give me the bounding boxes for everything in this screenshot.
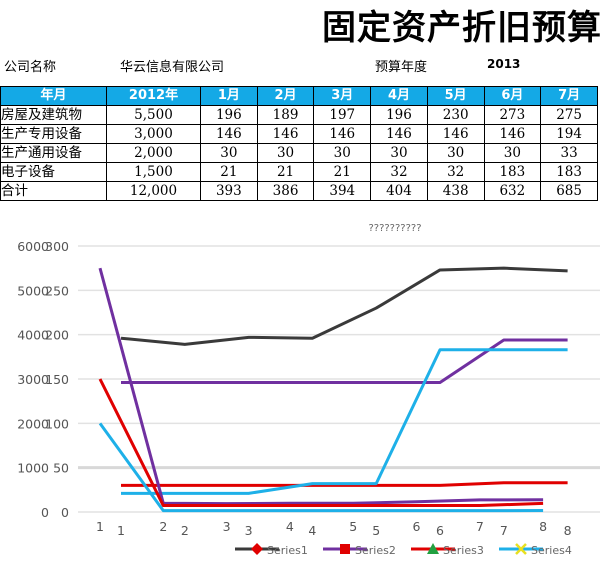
company-value[interactable]: 华云信息有限公司 bbox=[120, 60, 225, 75]
row-label[interactable]: 合计 bbox=[0, 181, 107, 201]
table-cell[interactable]: 21 bbox=[313, 162, 372, 182]
legend-label: Series4 bbox=[531, 544, 572, 557]
secondary-y-tick: 250 bbox=[45, 283, 69, 298]
year-label: 预算年度 bbox=[375, 60, 428, 75]
table-cell[interactable]: 12,000 bbox=[106, 181, 201, 201]
legend-label: Series3 bbox=[443, 544, 484, 557]
secondary-x-tick: 4 bbox=[308, 523, 316, 538]
column-header[interactable]: 4月 bbox=[370, 86, 428, 106]
primary-series-line-3 bbox=[98, 422, 544, 513]
secondary-y-tick: 50 bbox=[53, 461, 69, 476]
triangle-marker-icon bbox=[427, 543, 439, 554]
legend-label: Series1 bbox=[267, 544, 308, 557]
column-header[interactable]: 年月 bbox=[0, 86, 107, 106]
table-cell[interactable]: 21 bbox=[200, 162, 258, 182]
company-label: 公司名称 bbox=[4, 60, 57, 75]
primary-x-tick: 4 bbox=[286, 519, 294, 534]
primary-x-tick: 3 bbox=[223, 519, 231, 534]
table-cell[interactable]: 33 bbox=[540, 143, 598, 163]
column-header[interactable]: 7月 bbox=[540, 86, 598, 106]
table-cell[interactable]: 183 bbox=[540, 162, 598, 182]
year-value[interactable]: 2013 bbox=[487, 57, 521, 71]
column-header[interactable]: 2012年 bbox=[106, 86, 201, 106]
table-row: 电子设备 1,500 21 21 21 32 32 183 183 bbox=[0, 162, 598, 182]
primary-series-line-2 bbox=[98, 378, 544, 508]
table-row: 生产专用设备 3,000 146 146 146 146 146 146 194 bbox=[0, 124, 598, 144]
secondary-y-tick: 0 bbox=[61, 505, 69, 520]
secondary-y-tick: 150 bbox=[45, 372, 69, 387]
primary-series-line-1 bbox=[98, 267, 544, 506]
x-marker-icon bbox=[515, 543, 527, 555]
table-row: 生产通用设备 2,000 30 30 30 30 30 30 33 bbox=[0, 143, 598, 163]
primary-x-tick: 2 bbox=[159, 519, 167, 534]
square-marker-icon bbox=[340, 544, 350, 554]
column-header[interactable]: 3月 bbox=[313, 86, 372, 106]
primary-x-tick: 5 bbox=[349, 519, 357, 534]
secondary-series-line-3 bbox=[121, 481, 568, 487]
table-cell[interactable]: 30 bbox=[370, 143, 428, 163]
table-cell[interactable]: 30 bbox=[426, 143, 485, 163]
secondary-x-tick: 5 bbox=[372, 523, 380, 538]
column-header[interactable]: 5月 bbox=[426, 86, 485, 106]
primary-y-tick: 3000 bbox=[17, 372, 49, 387]
primary-y-tick: 0 bbox=[41, 505, 49, 520]
primary-y-tick: 5000 bbox=[17, 283, 49, 298]
table-cell[interactable]: 3,000 bbox=[106, 124, 201, 144]
table-cell[interactable]: 404 bbox=[370, 181, 428, 201]
primary-x-tick: 6 bbox=[413, 519, 421, 534]
table-cell[interactable]: 438 bbox=[426, 181, 485, 201]
column-header[interactable]: 2月 bbox=[256, 86, 315, 106]
table-cell[interactable]: 393 bbox=[200, 181, 258, 201]
table-row: 房屋及建筑物 5,500 196 189 197 196 230 273 275 bbox=[0, 105, 598, 125]
table-cell[interactable]: 21 bbox=[256, 162, 315, 182]
secondary-y-tick: 300 bbox=[45, 239, 69, 254]
secondary-y-tick: 200 bbox=[45, 328, 69, 343]
primary-x-tick: 8 bbox=[539, 519, 547, 534]
secondary-x-tick: 1 bbox=[117, 523, 125, 538]
table-cell[interactable]: 146 bbox=[313, 124, 372, 144]
primary-y-tick: 6000 bbox=[17, 239, 49, 254]
row-label[interactable]: 电子设备 bbox=[0, 162, 107, 182]
sheet-title: 固定资产折旧预算 bbox=[322, 8, 600, 48]
secondary-series-line-4 bbox=[121, 348, 568, 495]
secondary-x-tick: 3 bbox=[245, 523, 253, 538]
table-cell[interactable]: 275 bbox=[540, 105, 598, 125]
table-cell[interactable]: 632 bbox=[483, 181, 542, 201]
primary-y-tick: 1000 bbox=[17, 461, 49, 476]
row-label[interactable]: 房屋及建筑物 bbox=[0, 105, 107, 125]
secondary-series-line-1 bbox=[120, 266, 568, 346]
legend-label: Series2 bbox=[355, 544, 396, 557]
secondary-x-tick: 6 bbox=[436, 523, 444, 538]
chart-title: ?????????? bbox=[368, 223, 421, 234]
table-cell[interactable]: 189 bbox=[256, 105, 315, 125]
primary-x-tick: 7 bbox=[476, 519, 484, 534]
depreciation-table: 年月 2012年 1月 2月 3月 4月 5月 6月 7月 房屋及建筑物 5,500 196 189 1… bbox=[0, 86, 598, 201]
primary-x-tick: 1 bbox=[96, 519, 104, 534]
secondary-series-line-2 bbox=[121, 338, 568, 385]
column-header[interactable]: 1月 bbox=[200, 86, 258, 106]
header-row: 年月 2012年 1月 2月 3月 4月 5月 6月 7月 bbox=[0, 86, 598, 106]
table-cell[interactable]: 386 bbox=[256, 181, 315, 201]
primary-y-tick: 2000 bbox=[17, 416, 49, 431]
secondary-x-tick: 8 bbox=[564, 523, 572, 538]
table-cell[interactable]: 394 bbox=[313, 181, 372, 201]
secondary-x-tick: 7 bbox=[500, 523, 508, 538]
column-header[interactable]: 6月 bbox=[483, 86, 542, 106]
primary-y-tick: 4000 bbox=[17, 328, 49, 343]
table-row: 合计 12,000 393 386 394 404 438 632 685 bbox=[0, 181, 598, 201]
table-cell[interactable]: 2,000 bbox=[106, 143, 201, 163]
secondary-y-tick: 100 bbox=[45, 416, 69, 431]
secondary-x-tick: 2 bbox=[181, 523, 189, 538]
table-cell[interactable]: 685 bbox=[540, 181, 598, 201]
table-cell[interactable]: 146 bbox=[200, 124, 258, 144]
diamond-marker-icon bbox=[251, 543, 263, 555]
